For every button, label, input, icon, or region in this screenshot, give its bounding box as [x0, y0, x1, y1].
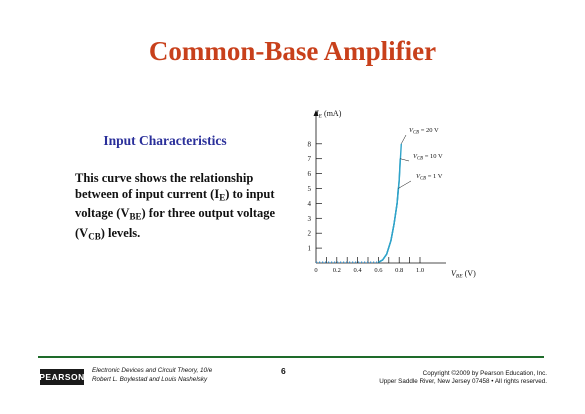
series-label-2: VCB = 10 V: [413, 153, 443, 161]
series-leader-2: [400, 158, 410, 162]
book-title: Electronic Devices and Circuit Theory, 1…: [92, 367, 213, 374]
x-tick-label: 0: [314, 267, 317, 274]
body-line-2b: ) to input: [225, 187, 275, 201]
series-leader-1: [401, 134, 407, 144]
copyright-notice: Copyright ©2009 by Pearson Education, In…: [379, 370, 547, 386]
body-line-4-sub: CB: [88, 230, 101, 241]
y-tick-label: 6: [308, 170, 312, 178]
x-tick-label: 0.4: [354, 267, 363, 274]
y-tick-label: 7: [308, 155, 312, 163]
series-label-3: VCB = 1 V: [416, 173, 443, 181]
y-tick-label: 8: [308, 140, 312, 148]
y-tick-label: 1: [308, 245, 312, 253]
copyright-line-1: Copyright ©2009 by Pearson Education, In…: [422, 370, 547, 377]
y-axis-arrow: [313, 110, 319, 116]
book-authors: Robert L. Boylestad and Louis Nashelsky: [92, 376, 208, 383]
y-tick-label: 5: [308, 185, 312, 193]
x-axis-label: VBE (V): [451, 269, 476, 280]
x-tick-label: 0.8: [395, 267, 403, 274]
y-axis-label: IE(mA): [315, 109, 342, 120]
description-text: This curve shows the relationship betwee…: [75, 170, 290, 244]
y-tick-label: 4: [308, 200, 312, 208]
input-characteristics-chart: IE(mA) VBE(V) 1 2 3 4 5 6 7 8 0 0.2 0.4 0.6 0.8 1.0 VC…: [308, 109, 477, 280]
body-line-4b: ) levels.: [100, 225, 141, 240]
body-line-2a: between of input current (I: [75, 187, 220, 201]
pearson-logo: PEARSON: [39, 369, 84, 385]
body-line-2-sub: E: [219, 192, 226, 203]
x-tick-label: 1.0: [416, 267, 424, 274]
book-reference: Electronic Devices and Circuit Theory, 1…: [92, 366, 212, 384]
series-curve-3: [378, 188, 399, 263]
x-tick-label: 0.2: [333, 267, 341, 274]
section-heading: Input Characteristics: [103, 133, 227, 148]
body-line-3a: voltage (V: [75, 206, 130, 221]
y-tick-label: 3: [308, 215, 312, 223]
slide-title: Common-Base Amplifier: [148, 36, 437, 66]
copyright-line-2: Upper Saddle River, New Jersey 07458 • A…: [379, 378, 547, 385]
body-line-1: This curve shows the relationship: [75, 171, 254, 185]
y-tick-label: 2: [308, 230, 312, 238]
series-label-1: VCB = 20 V: [409, 127, 439, 135]
x-tick-label: 0.6: [374, 267, 383, 274]
body-line-3b: ) for three output voltage: [141, 206, 276, 221]
body-line-4a: (V: [75, 225, 89, 240]
body-line-3-sub: BE: [129, 211, 142, 222]
page-number: 6: [281, 366, 286, 376]
series-leader-3: [398, 180, 412, 189]
footer-rule: [38, 356, 544, 358]
